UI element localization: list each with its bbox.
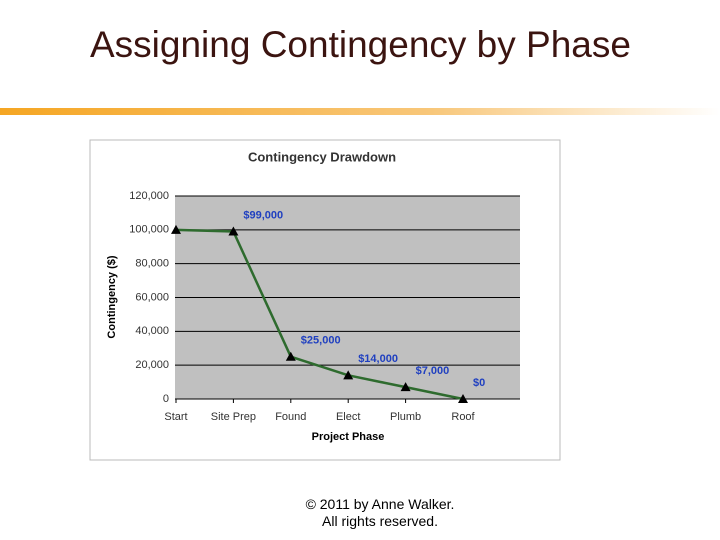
y-tick-label: 40,000	[135, 325, 169, 337]
x-tick-label: Plumb	[390, 411, 421, 423]
y-tick-label: 100,000	[129, 224, 169, 236]
data-line	[175, 228, 464, 401]
y-tick-label: 20,000	[135, 359, 169, 371]
chart-title: Contingency Drawdown	[248, 149, 396, 164]
data-marker	[458, 394, 468, 403]
footer-line: All rights reserved.	[322, 513, 438, 529]
slide-title: Assigning Contingency by Phase	[90, 24, 631, 65]
data-label: $14,000	[358, 353, 398, 365]
x-tick-label: Roof	[451, 411, 475, 423]
y-axis-label: Contingency ($)	[106, 255, 118, 338]
data-marker	[171, 224, 181, 234]
y-tick-label: 0	[163, 393, 169, 405]
data-marker	[228, 226, 239, 236]
x-axis-label: Project Phase	[312, 431, 385, 443]
x-tick-label: Elect	[336, 411, 360, 423]
data-label: $7,000	[416, 365, 450, 377]
x-tick-label: Found	[275, 411, 306, 423]
y-tick-label: 120,000	[129, 190, 169, 202]
data-label: $99,000	[243, 209, 283, 221]
x-tick-label: Site Prep	[211, 411, 256, 423]
data-marker	[285, 351, 296, 361]
y-tick-label: 60,000	[135, 291, 169, 303]
data-label: $0	[473, 377, 485, 389]
title-rule	[0, 108, 720, 115]
y-tick-label: 80,000	[135, 258, 169, 270]
footer-line: © 2011 by Anne Walker.	[305, 496, 455, 512]
data-marker	[400, 382, 411, 392]
data-label: $25,000	[301, 335, 341, 347]
data-marker	[343, 370, 354, 380]
x-tick-label: Start	[164, 411, 187, 423]
